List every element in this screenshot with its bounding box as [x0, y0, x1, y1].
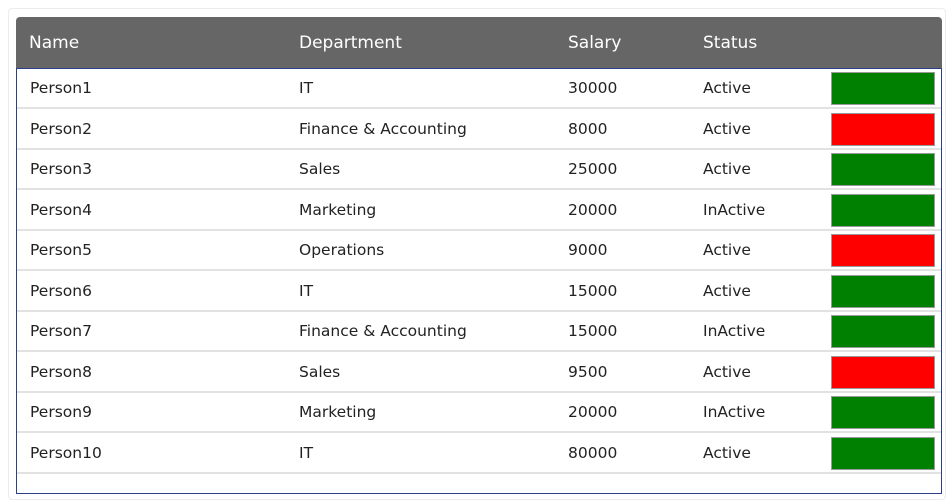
data-grid: Name Department Salary Status Person1 IT 3…: [16, 17, 942, 494]
cell-department: Marketing: [299, 403, 377, 421]
cell-name: Person10: [30, 443, 102, 462]
cell-salary: 25000: [568, 160, 618, 178]
cell-department: Marketing: [299, 200, 377, 219]
cell-status: Active: [703, 443, 751, 462]
cell-status: Active: [703, 281, 751, 300]
cell-name: Person9: [30, 403, 92, 421]
cell-salary: 15000: [568, 281, 618, 300]
cell-salary: 30000: [568, 79, 618, 97]
column-header-status[interactable]: Status: [703, 33, 758, 53]
cell-department: IT: [299, 79, 314, 97]
cell-name: Person8: [30, 362, 92, 381]
cell-salary: 80000: [568, 443, 618, 462]
cell-department: Finance & Accounting: [299, 119, 467, 138]
table-row[interactable]: Person7 Finance & Accounting 15000 InActive: [17, 312, 941, 352]
status-indicator[interactable]: [831, 112, 935, 146]
cell-salary: 15000: [568, 322, 618, 340]
cell-status: Active: [703, 241, 751, 259]
cell-department: Finance & Accounting: [299, 322, 467, 340]
cell-department: Operations: [299, 241, 385, 259]
cell-department: Sales: [299, 362, 341, 381]
cell-name: Person3: [30, 160, 92, 178]
status-indicator[interactable]: [831, 315, 935, 348]
status-indicator[interactable]: [831, 193, 935, 227]
status-indicator[interactable]: [831, 72, 935, 105]
cell-salary: 8000: [568, 119, 608, 138]
cell-status: InActive: [703, 403, 766, 421]
table-row[interactable]: Person3 Sales 25000 Active: [17, 150, 941, 190]
table-row[interactable]: Person1 IT 30000 Active: [17, 69, 941, 109]
status-indicator[interactable]: [831, 355, 935, 389]
column-header-name[interactable]: Name: [29, 33, 80, 53]
cell-name: Person1: [30, 79, 92, 97]
cell-name: Person6: [30, 281, 92, 300]
cell-salary: 20000: [568, 403, 618, 421]
table-row[interactable]: Person10 IT 80000 Active: [17, 434, 941, 474]
cell-salary: 9500: [568, 362, 608, 381]
cell-name: Person4: [30, 200, 92, 219]
status-indicator[interactable]: [831, 396, 935, 429]
status-indicator[interactable]: [831, 436, 935, 470]
cell-status: Active: [703, 160, 751, 178]
cell-status: Active: [703, 362, 751, 381]
cell-status: InActive: [703, 322, 766, 340]
cell-status: Active: [703, 119, 751, 138]
table-row[interactable]: Person9 Marketing 20000 InActive: [17, 393, 941, 433]
cell-department: IT: [299, 281, 314, 300]
cell-salary: 9000: [568, 241, 608, 259]
status-indicator[interactable]: [831, 274, 935, 308]
column-header-salary[interactable]: Salary: [568, 33, 622, 53]
grid-header: Name Department Salary Status: [16, 17, 942, 68]
status-indicator[interactable]: [831, 153, 935, 186]
cell-name: Person7: [30, 322, 92, 340]
status-indicator[interactable]: [831, 234, 935, 267]
cell-department: IT: [299, 443, 314, 462]
table-row[interactable]: Person6 IT 15000 Active: [17, 272, 941, 312]
table-row[interactable]: Person2 Finance & Accounting 8000 Active: [17, 110, 941, 150]
cell-name: Person5: [30, 241, 92, 259]
cell-department: Sales: [299, 160, 341, 178]
grid-body: Person1 IT 30000 Active Person2 Finance & Acc…: [16, 68, 942, 494]
table-row[interactable]: Person4 Marketing 20000 InActive: [17, 191, 941, 231]
table-row[interactable]: Person5 Operations 9000 Active: [17, 231, 941, 271]
table-row[interactable]: Person8 Sales 9500 Active: [17, 353, 941, 393]
column-header-department[interactable]: Department: [299, 33, 402, 53]
cell-status: Active: [703, 79, 751, 97]
cell-status: InActive: [703, 200, 766, 219]
cell-salary: 20000: [568, 200, 618, 219]
cell-name: Person2: [30, 119, 92, 138]
